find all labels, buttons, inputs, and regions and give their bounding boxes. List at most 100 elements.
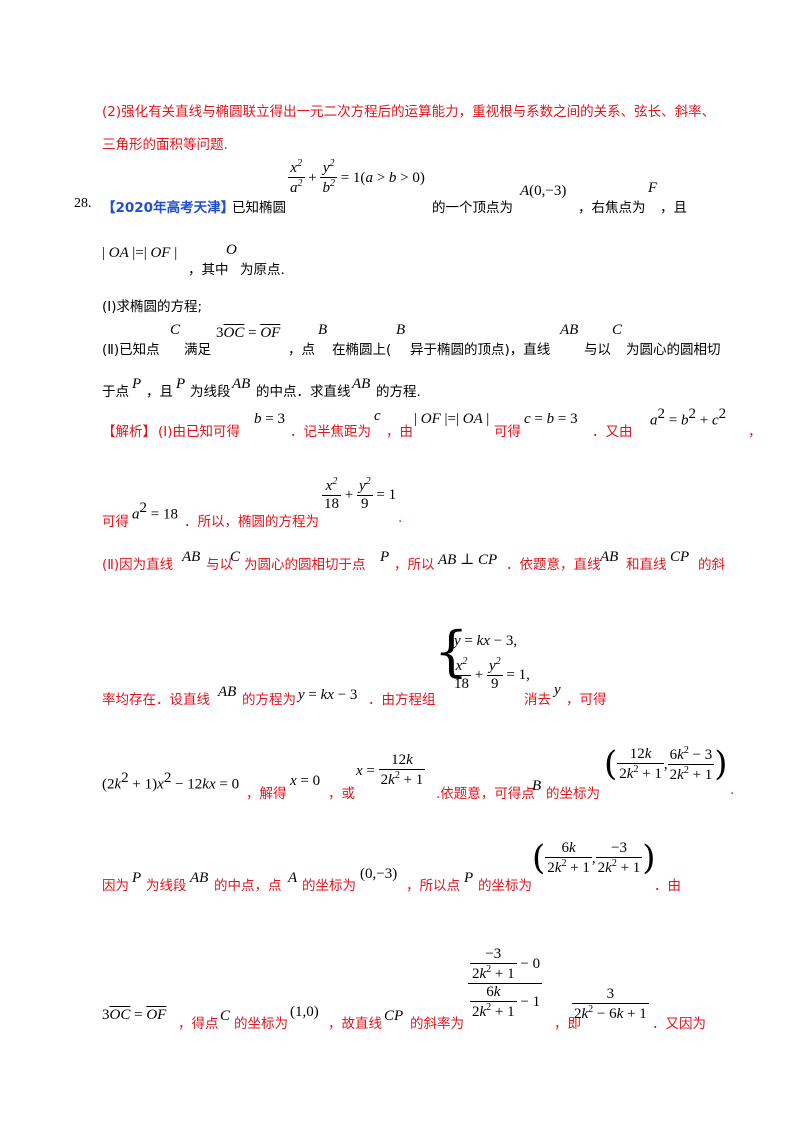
ab-perp-cp: AB ⊥ CP [438,552,498,568]
sol-3-f: 和直线 [626,557,667,573]
problem-number: 28. [74,196,92,211]
sol-5-b-point: B [532,778,542,794]
c-coords: (1,0) [290,1004,319,1020]
sol-5-e: . [730,782,735,798]
problem-text-4: ，且 [660,200,687,216]
line-ab-2: AB [352,376,371,392]
sol-3-a: (Ⅱ)因为直线 [102,557,174,573]
sol-6-c: 的中点，点 [214,878,282,894]
point-c: C [170,322,181,338]
sol-7-b: 的坐标为 [234,1016,288,1032]
half-focal-c: c [374,408,381,424]
sol-4-c: ．由方程组 [368,692,436,708]
segment-ab: AB [232,376,251,392]
sol-6-f: 的坐标为 [478,878,532,894]
ellipse-solution: x2 18 + y2 9 = 1 [322,476,397,512]
point-p: P [132,376,142,392]
point-c-2: C [612,322,623,338]
x-root: x = 12k 2k2 + 1 [356,752,426,788]
sol-1-c: ，由 [386,424,413,440]
sol-6-p-2: P [464,870,474,886]
part-2-l: 的方程. [376,384,421,400]
sol-3-ab: AB [182,549,201,565]
ellipse-equation: x2 a2 + y2 b2 = 1(a > b > 0) [288,158,425,196]
intro-line-1: (2)强化有关直线与椭圆联立得出一元二次方程后的运算能力，重视根与系数之间的关系… [102,104,716,120]
sol-6-a: 因为 [102,878,129,894]
a2-eq: a2 = b2 + c2 [650,406,727,429]
sol-3-cp: CP [670,549,690,565]
sol-1-b: ．记半焦距为 [290,424,371,440]
problem-text-1: 已知椭圆 [232,200,286,216]
sol-3-d: ，所以 [394,557,435,573]
sol-5-b: ，或 [328,786,355,802]
problem-text-6: 为原点. [240,262,285,278]
a2-eq-18: a2 = 18 [132,500,178,523]
part-2-f: 与以 [584,342,611,358]
line-eq: y = kx − 3 [298,687,358,703]
part-2-b: 满足 [184,342,211,358]
problem-text-3: ，右焦点为 [578,200,646,216]
line-ab: AB [560,322,579,338]
problem-text-2: 的一个顶点为 [432,200,513,216]
part-2-a: (Ⅱ)已知点 [102,342,160,358]
quadratic-eq: (2k2 + 1)x2 − 12kx = 0 [102,770,240,793]
origin-o: O [226,242,237,258]
problem-text-5: ，其中 [188,262,229,278]
sol-7-e: ，即 [554,1016,581,1032]
sol-2-a: 可得 [102,514,129,530]
sol-3-c-point: C [230,549,241,565]
sol-7-a: ，得点 [178,1016,219,1032]
sol-6-p: P [132,870,142,886]
point-b: B [318,322,328,338]
point-a: A(0,−3) [520,183,567,199]
sol-3-ab-2: AB [600,549,619,565]
sol-6-a-point: A [288,870,298,886]
a-coords: (0,−3) [360,866,398,882]
c-eq-b-eq-3: c = b = 3 [524,411,578,427]
sol-1-a: (Ⅰ)由已知可得 [158,424,241,440]
part-2-d: 在椭圆上( [332,342,392,358]
sol-4-a: 率均存在．设直线 [102,692,210,708]
sol-3-g: 的斜 [698,557,725,573]
part-2-j: 为线段 [190,384,231,400]
sol-4-ab: AB [218,684,237,700]
sol-4-d: 消去 [524,692,551,708]
sol-2-b: ．所以，椭圆的方程为 [184,514,319,530]
part-2-c: ，点 [288,342,315,358]
slope-compound: −3 2k2 + 1 − 0 6k 2k2 + 1 − 1 [468,946,543,1021]
sol-5-c: .依题意，可得点 [436,786,535,802]
of-eq-oa: | OF |=| OA | [414,411,490,427]
vector-eq: 3OC = OF [216,325,281,341]
oa-eq-of: | OA |=| OF | [102,245,178,261]
sol-7-c-point: C [220,1008,231,1024]
problem-source: 【2020年高考天津】 [102,200,235,216]
sol-7-f: ．又因为 [652,1016,706,1032]
p-coords: (6k 2k2 + 1, −3 2k2 + 1) [532,838,656,878]
sol-4-e: ，可得 [566,692,607,708]
sol-7-c: ，故直线 [328,1016,382,1032]
sol-4-b: 的方程为 [242,692,296,708]
intro-line-2: 三角形的面积等问题. [102,137,228,153]
system-eq-1: y = kx − 3, [454,633,518,649]
sol-6-d: 的坐标为 [302,878,356,894]
sol-6-g: ．由 [654,878,681,894]
slope-simplified: 3 2k2 − 6k + 1 [572,986,649,1022]
sol-1-e: ．又由 [592,424,633,440]
point-p-2: P [176,376,186,392]
sol-2-c: . [398,510,403,526]
sol-3-e: ．依题意，直线 [506,557,601,573]
system-eq-2: x2 18 + y2 9 = 1, [452,656,530,692]
sol-5-d: 的坐标为 [546,786,600,802]
part-2-g: 为圆心的圆相切 [626,342,721,358]
sol-7-d: 的斜率为 [410,1016,464,1032]
sol-3-b: 与以 [206,557,233,573]
part-2-i: ，且 [146,384,173,400]
system-brace: { [434,620,469,683]
part-2-e: 异于椭圆的顶点)，直线 [410,342,551,358]
part-1: (Ⅰ)求椭圆的方程; [102,299,203,315]
x-eq-0: x = 0 [290,773,321,789]
focus-f: F [648,180,658,196]
b-coords: (12k 2k2 + 1, 6k2 − 3 2k2 + 1) [604,744,728,784]
point-b-2: B [396,322,406,338]
sol-3-c: 为圆心的圆相切于点 [244,557,366,573]
